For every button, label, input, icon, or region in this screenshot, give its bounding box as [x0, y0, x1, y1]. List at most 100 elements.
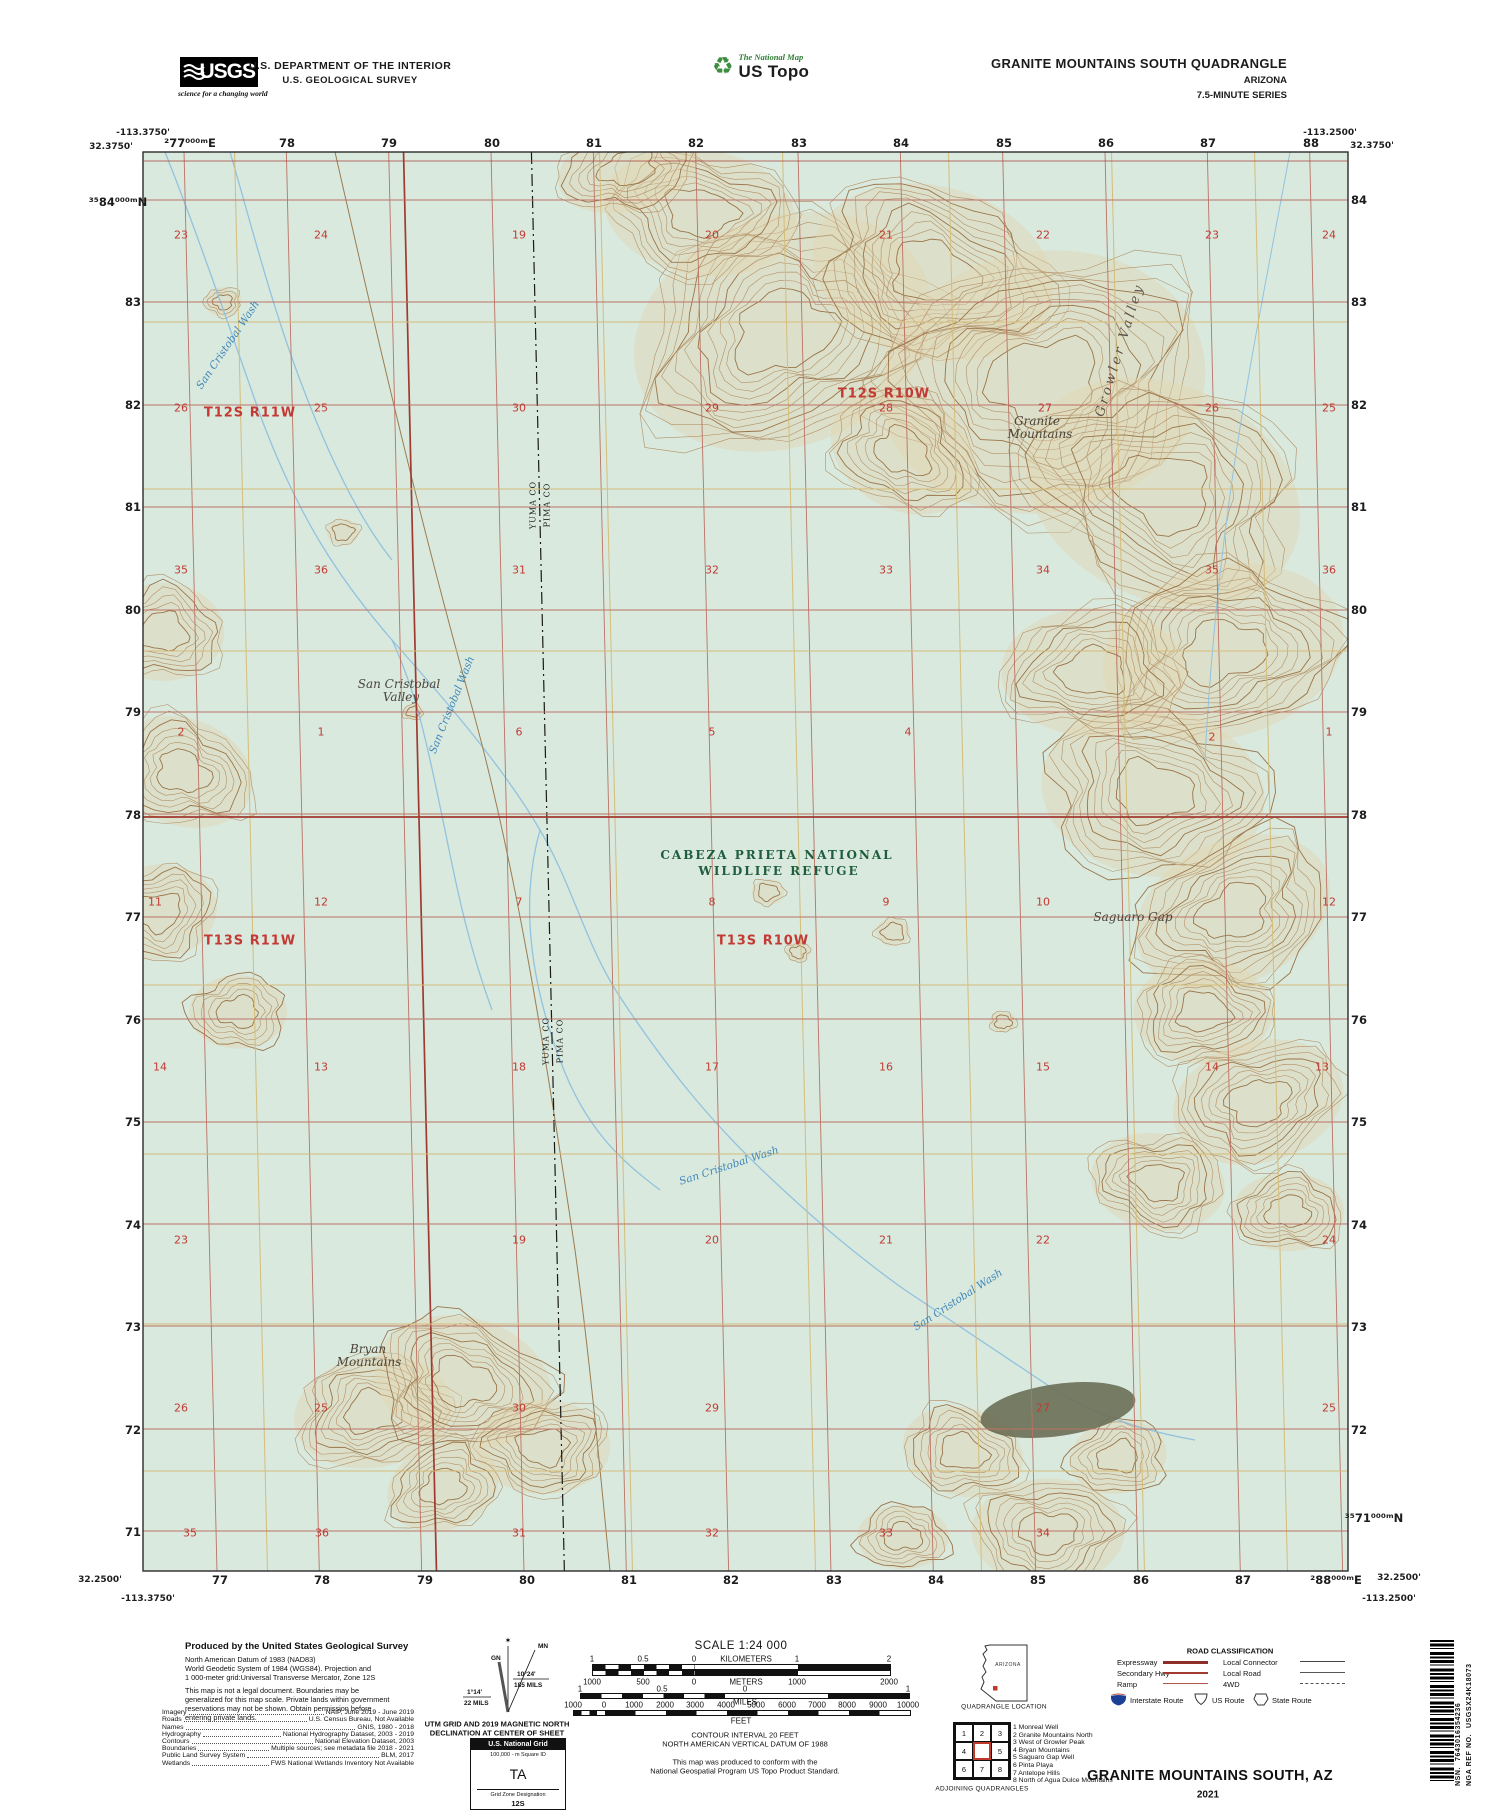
adj-cell-1: 1 — [955, 1724, 973, 1742]
interstate-route-label: Interstate Route — [1130, 1696, 1184, 1705]
ramp-label: Ramp — [1117, 1680, 1138, 1689]
wash-branch — [528, 829, 661, 1191]
metadata-label: Boundaries — [162, 1745, 197, 1753]
source-metadata-list: Imagery NAIP, June 2019 - June 2019 Roads U… — [162, 1709, 414, 1766]
dept-line1: U.S. DEPARTMENT OF THE INTERIOR — [248, 60, 452, 72]
list-item: generalized for this map scale. Private … — [185, 1695, 390, 1704]
list-item: 3 West of Growler Peak — [1013, 1739, 1085, 1747]
contour-cluster — [1128, 816, 1331, 991]
gn-declination-value: 1°14' — [467, 1688, 482, 1696]
usng-square-id: TA — [509, 1766, 527, 1782]
contour-cluster — [384, 1432, 503, 1532]
metadata-value: GNIS, 1980 - 2018 — [357, 1723, 414, 1731]
fourwd-label: 4WD — [1223, 1680, 1240, 1689]
wash-branch — [229, 152, 393, 561]
contour-cluster — [1133, 952, 1275, 1067]
metadata-row: Imagery NAIP, June 2019 - June 2019 — [162, 1709, 414, 1716]
dept-line2: U.S. GEOLOGICAL SURVEY — [282, 75, 418, 86]
adj-cell-7: 7 — [973, 1760, 991, 1778]
contour-cluster — [812, 176, 1071, 362]
metadata-label: Hydrography — [162, 1730, 201, 1738]
national-map-logo: ♻ The National Map US Topo — [712, 52, 809, 82]
grid-north-arrow — [497, 1661, 510, 1713]
list-item: reservations may not be shown. Obtain pe… — [185, 1704, 372, 1713]
produced-by-block: Produced by the United States Geological… — [185, 1641, 425, 1722]
list-item: North American Datum of 1983 (NAD83) — [185, 1655, 316, 1664]
local-connector-label: Local Connector — [1223, 1658, 1278, 1667]
metadata-value: U.S. Census Bureau, Not Available — [308, 1716, 414, 1724]
usgs-tagline: science for a changing world — [178, 89, 268, 98]
us-route-shield-icon — [1194, 1693, 1208, 1706]
ustopo-label: US Topo — [738, 62, 810, 81]
metadata-row: Contours National Elevation Dataset, 2003 — [162, 1738, 414, 1745]
contour-cluster — [143, 704, 257, 828]
list-item: 6 Pinta Playa — [1013, 1761, 1054, 1769]
usng-title: U.S. National Grid — [471, 1739, 565, 1750]
mn-declination-mils: 185 MILS — [514, 1682, 543, 1689]
metadata-value: Multiple sources; see metadata file 2018… — [271, 1745, 414, 1753]
growler-wash — [1204, 152, 1291, 761]
contour-cluster — [555, 152, 698, 214]
contour-cluster — [143, 862, 219, 962]
usgs-logo-text: USGS — [199, 60, 256, 83]
metadata-label: Imagery — [162, 1709, 187, 1717]
pinta-playa — [980, 1382, 1136, 1438]
contour-cluster — [849, 1501, 954, 1570]
nga-ref-number: NGA REF NO. USGSX24K18073 — [1466, 1636, 1473, 1786]
list-item: 4 Bryan Mountains — [1013, 1746, 1070, 1754]
expressway-label: Expressway — [1117, 1658, 1158, 1667]
list-item: entering private lands. — [185, 1713, 257, 1722]
contour-cluster — [143, 573, 225, 681]
nsn-number: NSN. 7643016354236 — [1455, 1636, 1462, 1786]
nga-label: NGA REF NO. — [1466, 1733, 1473, 1786]
trail-line — [334, 152, 611, 1571]
list-item: 1 000-meter grid:Universal Transverse Me… — [185, 1673, 376, 1682]
gn-label: GN — [491, 1655, 501, 1662]
metadata-value: NAIP, June 2019 - June 2019 — [325, 1709, 414, 1717]
metadata-row: Names GNIS, 1980 - 2018 — [162, 1723, 414, 1731]
list-item: 7 Antelope Hills — [1013, 1769, 1060, 1777]
quad-location-dot — [993, 1686, 998, 1691]
neatline — [142, 151, 1349, 1572]
contour-cluster — [784, 941, 812, 964]
map-background — [143, 152, 1348, 1571]
adj-cell-8: 8 — [991, 1760, 1009, 1778]
nsn-label: NSN. — [1455, 1766, 1462, 1786]
list-item: This map is not a legal document. Bounda… — [185, 1686, 360, 1695]
contour-cluster — [751, 878, 788, 908]
contour-cluster — [1041, 703, 1276, 881]
metadata-row: Hydrography National Hydrography Dataset,… — [162, 1731, 414, 1738]
arizona-outline-map: ARIZONA — [980, 1644, 1028, 1702]
metadata-label: Names — [162, 1723, 184, 1731]
contour-cluster — [181, 971, 287, 1052]
kilometers-scale-bar — [592, 1664, 891, 1670]
contour-cluster — [998, 598, 1189, 737]
wash-branch — [391, 639, 493, 1011]
san-cristobal-wash — [164, 152, 1196, 1441]
quadrangle-state: ARIZONA — [1243, 75, 1287, 86]
recycle-arrows-icon: ♻ — [712, 53, 734, 80]
feet-scale-bar — [573, 1710, 911, 1716]
usng-gzd-label: Grid Zone Designation — [490, 1792, 546, 1798]
metadata-label: Roads — [162, 1716, 182, 1724]
us-route-label: US Route — [1212, 1696, 1245, 1705]
adj-cell-4: 4 — [955, 1742, 973, 1760]
usng-square-id-label: 100,000 - m Square ID — [490, 1752, 546, 1758]
mn-declination-value: 10°24' — [517, 1670, 536, 1678]
metadata-row: Roads U.S. Census Bureau, Not Available — [162, 1716, 414, 1723]
contour-cluster — [325, 518, 363, 547]
mn-label: MN — [538, 1643, 548, 1650]
contour-cluster — [374, 1306, 566, 1449]
adjoining-quadrangles-list: 1 Monreal Well 2 Granite Mountains North 3… — [1013, 1724, 1143, 1785]
declination-diagram: ✶ GN MN 1°14' 22 MILS 10°24' 185 MILS — [463, 1636, 549, 1713]
grid-layer — [143, 152, 1348, 1571]
metadata-value: BLM, 2017 — [381, 1752, 414, 1760]
sheet-barcode — [1430, 1640, 1454, 1782]
contour-cluster — [603, 152, 802, 285]
metadata-label: Contours — [162, 1737, 190, 1745]
adj-cell-center — [973, 1742, 991, 1760]
quadrangle-title: GRANITE MOUNTAINS SOUTH QUADRANGLE — [991, 56, 1287, 71]
national-map-label: The National Map — [738, 52, 804, 62]
adj-cell-6: 6 — [955, 1760, 973, 1778]
metadata-row: Boundaries Multiple sources; see metadata… — [162, 1745, 414, 1752]
